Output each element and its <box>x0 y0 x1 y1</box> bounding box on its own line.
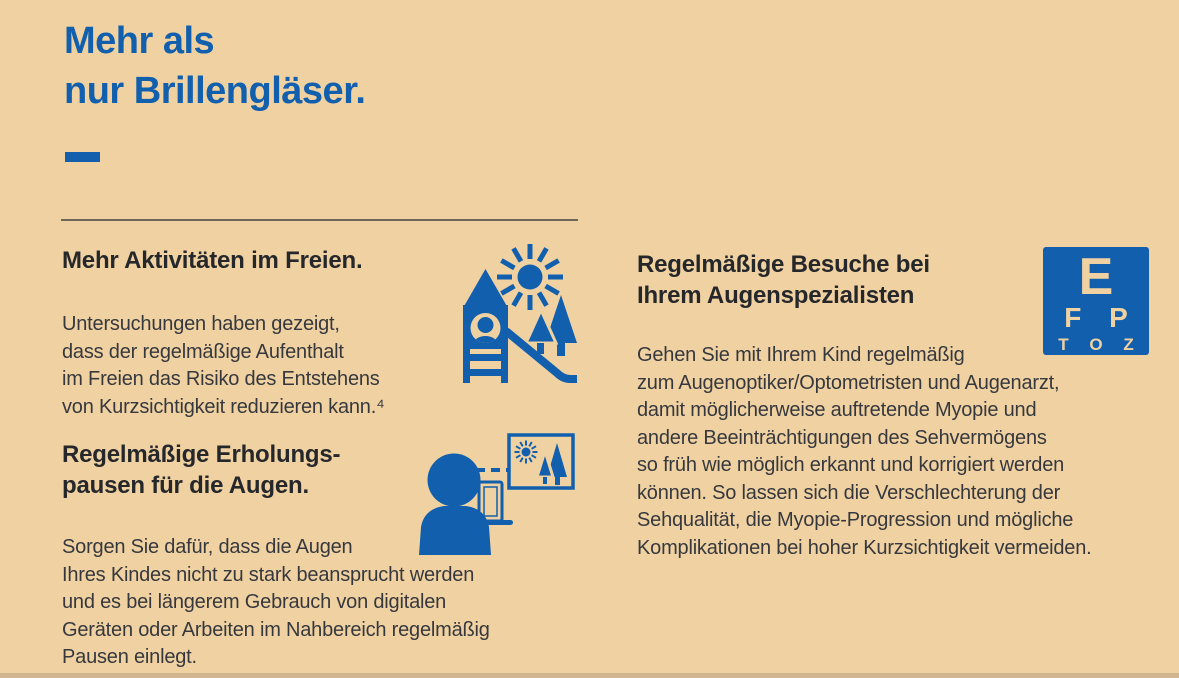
section-divider <box>61 219 578 221</box>
heading-specialist-visits: Regelmäßige Besuche bei Ihrem Augenspezi… <box>637 251 930 309</box>
body-specialist-visits: Gehen Sie mit Ihrem Kind regelmäßig zum … <box>637 344 1092 559</box>
slide-icon <box>503 327 577 383</box>
body-screen-breaks: Sorgen Sie dafür, dass die Augen Ihres K… <box>62 536 490 668</box>
eye-chart-row-large: E <box>1078 248 1114 306</box>
page-bottom-edge <box>0 673 1179 678</box>
climbing-tower-icon <box>463 269 508 383</box>
person-icon <box>419 453 491 555</box>
eye-chart-row-small: T O Z <box>1058 335 1141 354</box>
eye-chart-icon: E F P T O Z <box>1043 247 1149 355</box>
eye-chart-row-medium: F P <box>1064 302 1134 333</box>
window-nature-icon <box>507 433 575 490</box>
person-screen-break-icon <box>419 433 575 555</box>
title-accent-dash <box>65 152 100 162</box>
playground-outdoor-icon <box>463 244 577 383</box>
page-title: Mehr als nur Brillengläser. <box>64 20 366 112</box>
heading-outdoor-activities: Mehr Aktivitäten im Freien. <box>62 247 363 274</box>
pine-trees-icon <box>523 295 577 356</box>
laptop-icon <box>477 480 513 525</box>
body-outdoor-activities: Untersuchungen haben gezeigt, dass der r… <box>62 313 385 418</box>
heading-screen-breaks: Regelmäßige Erholungs- pausen für die Au… <box>62 441 341 499</box>
sun-icon <box>497 244 563 310</box>
